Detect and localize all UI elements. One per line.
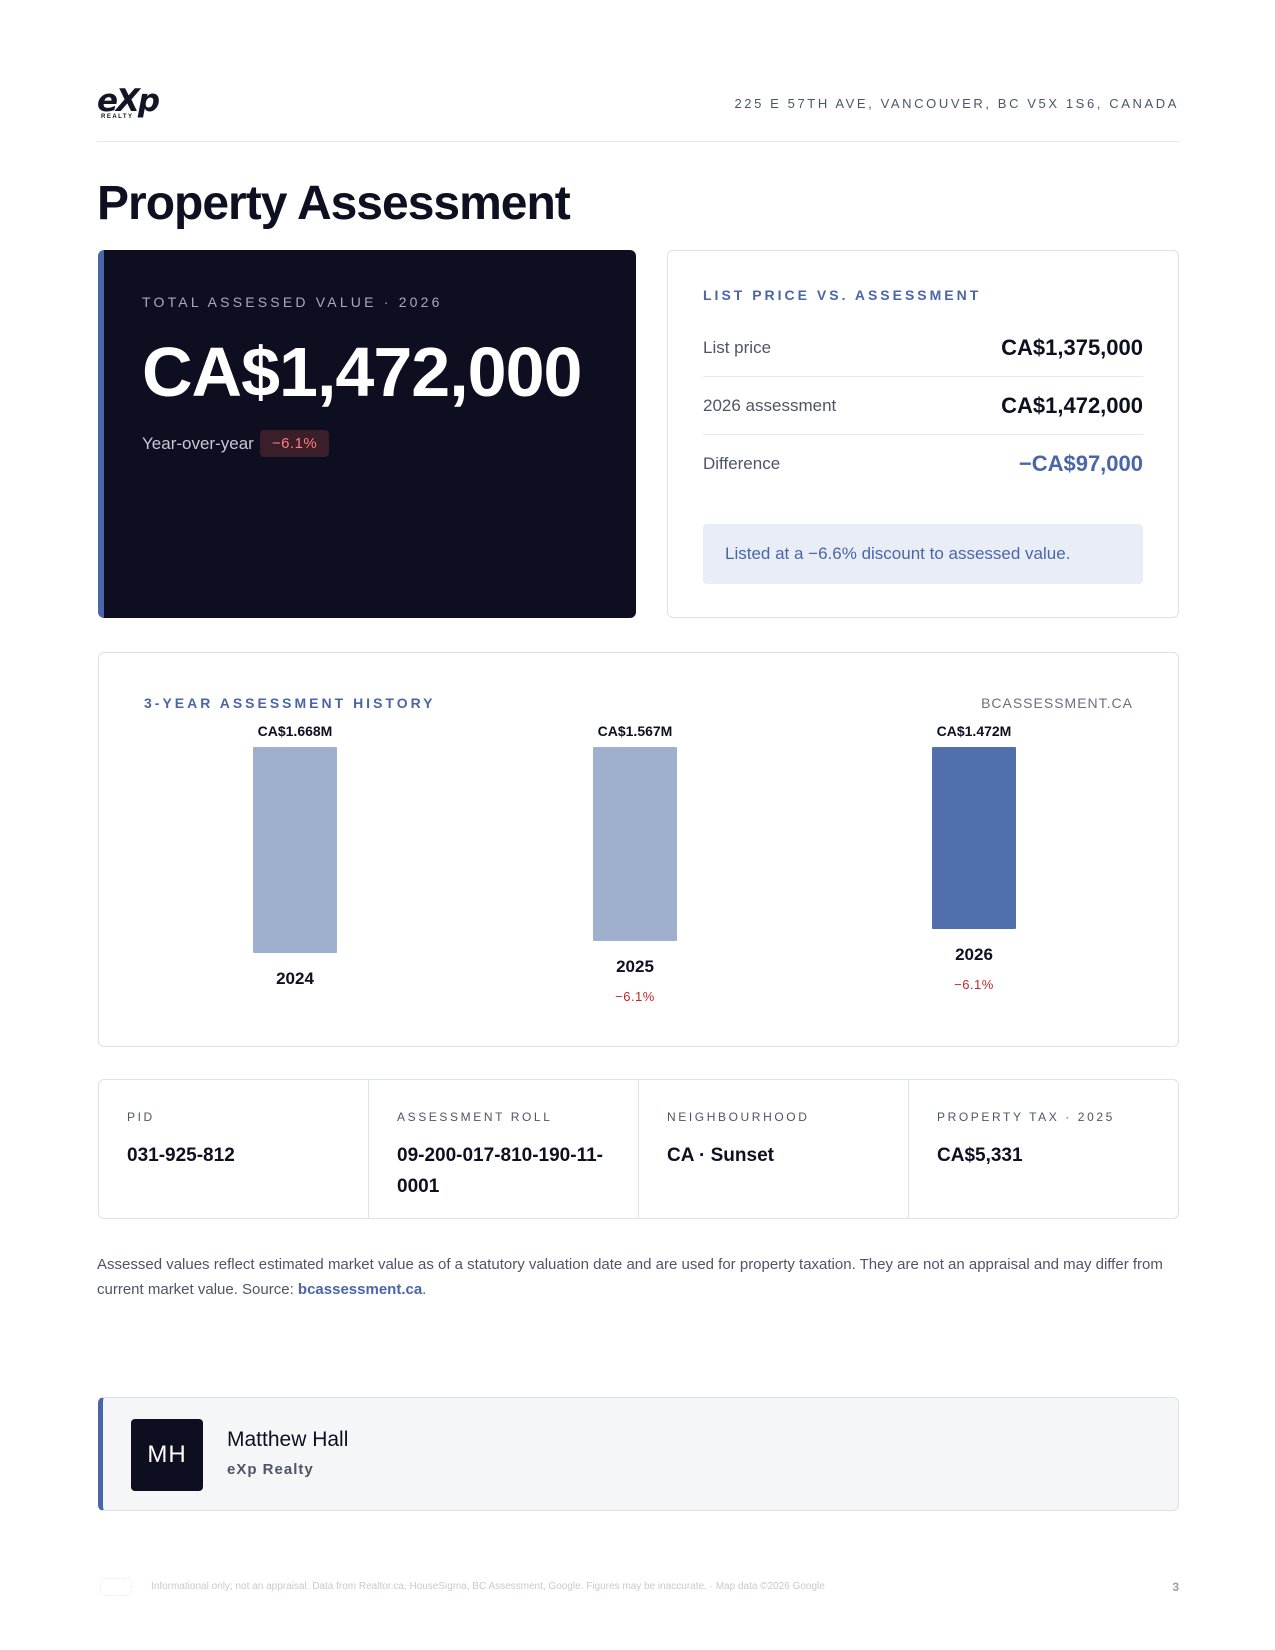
- disclaimer-text: Assessed values reflect estimated market…: [97, 1256, 1163, 1298]
- bar-value-label: CA$1.472M: [936, 723, 1012, 739]
- exp-realty-logo: eXp REALTY: [97, 84, 161, 124]
- fact-value: CA$5,331: [937, 1145, 1023, 1166]
- fact-assessment-roll: ASSESSMENT ROLL 09-200-017-810-190-11-00…: [369, 1080, 639, 1218]
- disclaimer-end: .: [422, 1281, 427, 1298]
- row-value: CA$1,375,000: [1001, 334, 1143, 360]
- assessment-disclaimer: Assessed values reflect estimated market…: [97, 1252, 1179, 1302]
- fact-label: NEIGHBOURHOOD: [667, 1110, 810, 1124]
- page-title: Property Assessment: [97, 177, 571, 230]
- logo-mark: eXp: [97, 83, 160, 119]
- comparison-row-assessment: 2026 assessment CA$1,472,000: [703, 377, 1143, 435]
- property-address: 225 E 57TH AVE, VANCOUVER, BC V5X 1S6, C…: [734, 96, 1179, 111]
- bcassessment-link[interactable]: bcassessment.ca: [297, 1281, 423, 1298]
- bar-column-2026: CA$1.472M 2026 −6.1%: [874, 723, 1074, 1033]
- bar-2024: [253, 747, 337, 953]
- bar-year-label: 2026: [955, 945, 993, 964]
- bar-column-2025: CA$1.567M 2025 −6.1%: [535, 723, 735, 1033]
- bar-2026: [932, 747, 1016, 929]
- page-header: eXp REALTY 225 E 57TH AVE, VANCOUVER, BC…: [97, 84, 1179, 142]
- bar-year-label: 2025: [616, 957, 654, 976]
- logo-subtext: REALTY: [101, 114, 134, 120]
- total-value-amount: CA$1,472,000: [142, 333, 582, 411]
- agent-name: Matthew Hall: [227, 1428, 349, 1451]
- yoy-label: Year-over-year: [142, 433, 254, 453]
- bar-year-label: 2024: [276, 969, 314, 988]
- agent-avatar: MH: [131, 1419, 203, 1491]
- list-price-comparison-card: LIST PRICE VS. ASSESSMENT List price CA$…: [667, 250, 1179, 618]
- fact-label: PID: [127, 1110, 155, 1124]
- footer-logo-placeholder: [100, 1578, 132, 1596]
- yoy-change-badge: −6.1%: [259, 430, 330, 457]
- year-over-year: Year-over-year −6.1%: [142, 430, 330, 457]
- history-eyebrow: 3-YEAR ASSESSMENT HISTORY: [144, 695, 436, 711]
- row-value: CA$1,472,000: [1001, 392, 1143, 418]
- footer-note: Informational only; not an appraisal. Da…: [151, 1581, 825, 1592]
- fact-value: 09-200-017-810-190-11-0001: [397, 1145, 603, 1197]
- fact-neighbourhood: NEIGHBOURHOOD CA · Sunset: [639, 1080, 909, 1218]
- bar-change-label: −6.1%: [954, 977, 994, 992]
- fact-label: PROPERTY TAX · 2025: [937, 1110, 1115, 1124]
- bar-change-label: −6.1%: [615, 989, 655, 1004]
- row-value: −CA$97,000: [1018, 451, 1143, 476]
- total-value-eyebrow: TOTAL ASSESSED VALUE · 2026: [142, 294, 443, 310]
- bar-column-2024: CA$1.668M 2024: [195, 723, 395, 1033]
- fact-label: ASSESSMENT ROLL: [397, 1110, 553, 1124]
- fact-pid: PID 031-925-812: [99, 1080, 369, 1218]
- agent-company: eXp Realty: [227, 1461, 314, 1478]
- comparison-row-difference: Difference −CA$97,000: [703, 435, 1143, 493]
- bar-2025: [593, 747, 677, 941]
- fact-value: CA · Sunset: [667, 1145, 774, 1166]
- bar-value-label: CA$1.668M: [257, 723, 333, 739]
- history-source: BCASSESSMENT.CA: [981, 695, 1133, 711]
- total-assessed-value-card: TOTAL ASSESSED VALUE · 2026 CA$1,472,000…: [98, 250, 636, 618]
- comparison-eyebrow: LIST PRICE VS. ASSESSMENT: [703, 287, 982, 303]
- bar-value-label: CA$1.567M: [597, 723, 673, 739]
- row-label: List price: [703, 337, 772, 357]
- comparison-row-list-price: List price CA$1,375,000: [703, 319, 1143, 377]
- discount-note: Listed at a −6.6% discount to assessed v…: [703, 524, 1143, 584]
- property-facts: PID 031-925-812 ASSESSMENT ROLL 09-200-0…: [98, 1079, 1179, 1219]
- page-number: 3: [1172, 1580, 1179, 1594]
- agent-card: MH Matthew Hall eXp Realty: [98, 1397, 1179, 1511]
- row-label: 2026 assessment: [703, 395, 837, 415]
- fact-property-tax: PROPERTY TAX · 2025 CA$5,331: [909, 1080, 1178, 1218]
- row-label: Difference: [703, 454, 781, 473]
- assessment-history-card: 3-YEAR ASSESSMENT HISTORY BCASSESSMENT.C…: [98, 652, 1179, 1047]
- fact-value: 031-925-812: [127, 1145, 235, 1166]
